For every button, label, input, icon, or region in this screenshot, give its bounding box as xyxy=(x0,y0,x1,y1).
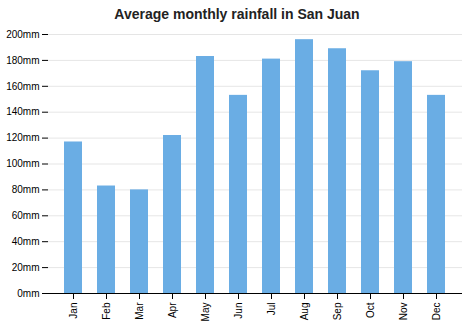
svg-text:May: May xyxy=(200,303,211,322)
svg-text:Dec: Dec xyxy=(431,303,442,321)
svg-text:Jul: Jul xyxy=(266,303,277,316)
svg-text:Sep: Sep xyxy=(332,302,343,320)
svg-text:Feb: Feb xyxy=(101,302,112,320)
svg-text:200mm: 200mm xyxy=(6,29,39,40)
svg-text:Mar: Mar xyxy=(134,302,145,320)
svg-text:Nov: Nov xyxy=(398,303,409,321)
svg-text:160mm: 160mm xyxy=(6,81,39,92)
svg-text:60mm: 60mm xyxy=(12,210,40,221)
svg-text:Apr: Apr xyxy=(167,302,178,318)
svg-text:Jan: Jan xyxy=(68,303,79,319)
svg-text:100mm: 100mm xyxy=(6,158,39,169)
svg-text:20mm: 20mm xyxy=(12,262,40,273)
svg-text:180mm: 180mm xyxy=(6,55,39,66)
svg-text:80mm: 80mm xyxy=(12,184,40,195)
html-text:Average monthly rainfall in Sa: Average monthly rainfall in San Juan xyxy=(114,6,360,22)
svg-text:140mm: 140mm xyxy=(6,106,39,117)
svg-text:Oct: Oct xyxy=(365,302,376,318)
svg-text:0mm: 0mm xyxy=(17,288,39,299)
svg-text:40mm: 40mm xyxy=(12,236,40,247)
svg-text:Jun: Jun xyxy=(233,303,244,319)
svg-text:Aug: Aug xyxy=(299,303,310,321)
svg-text:120mm: 120mm xyxy=(6,132,39,143)
